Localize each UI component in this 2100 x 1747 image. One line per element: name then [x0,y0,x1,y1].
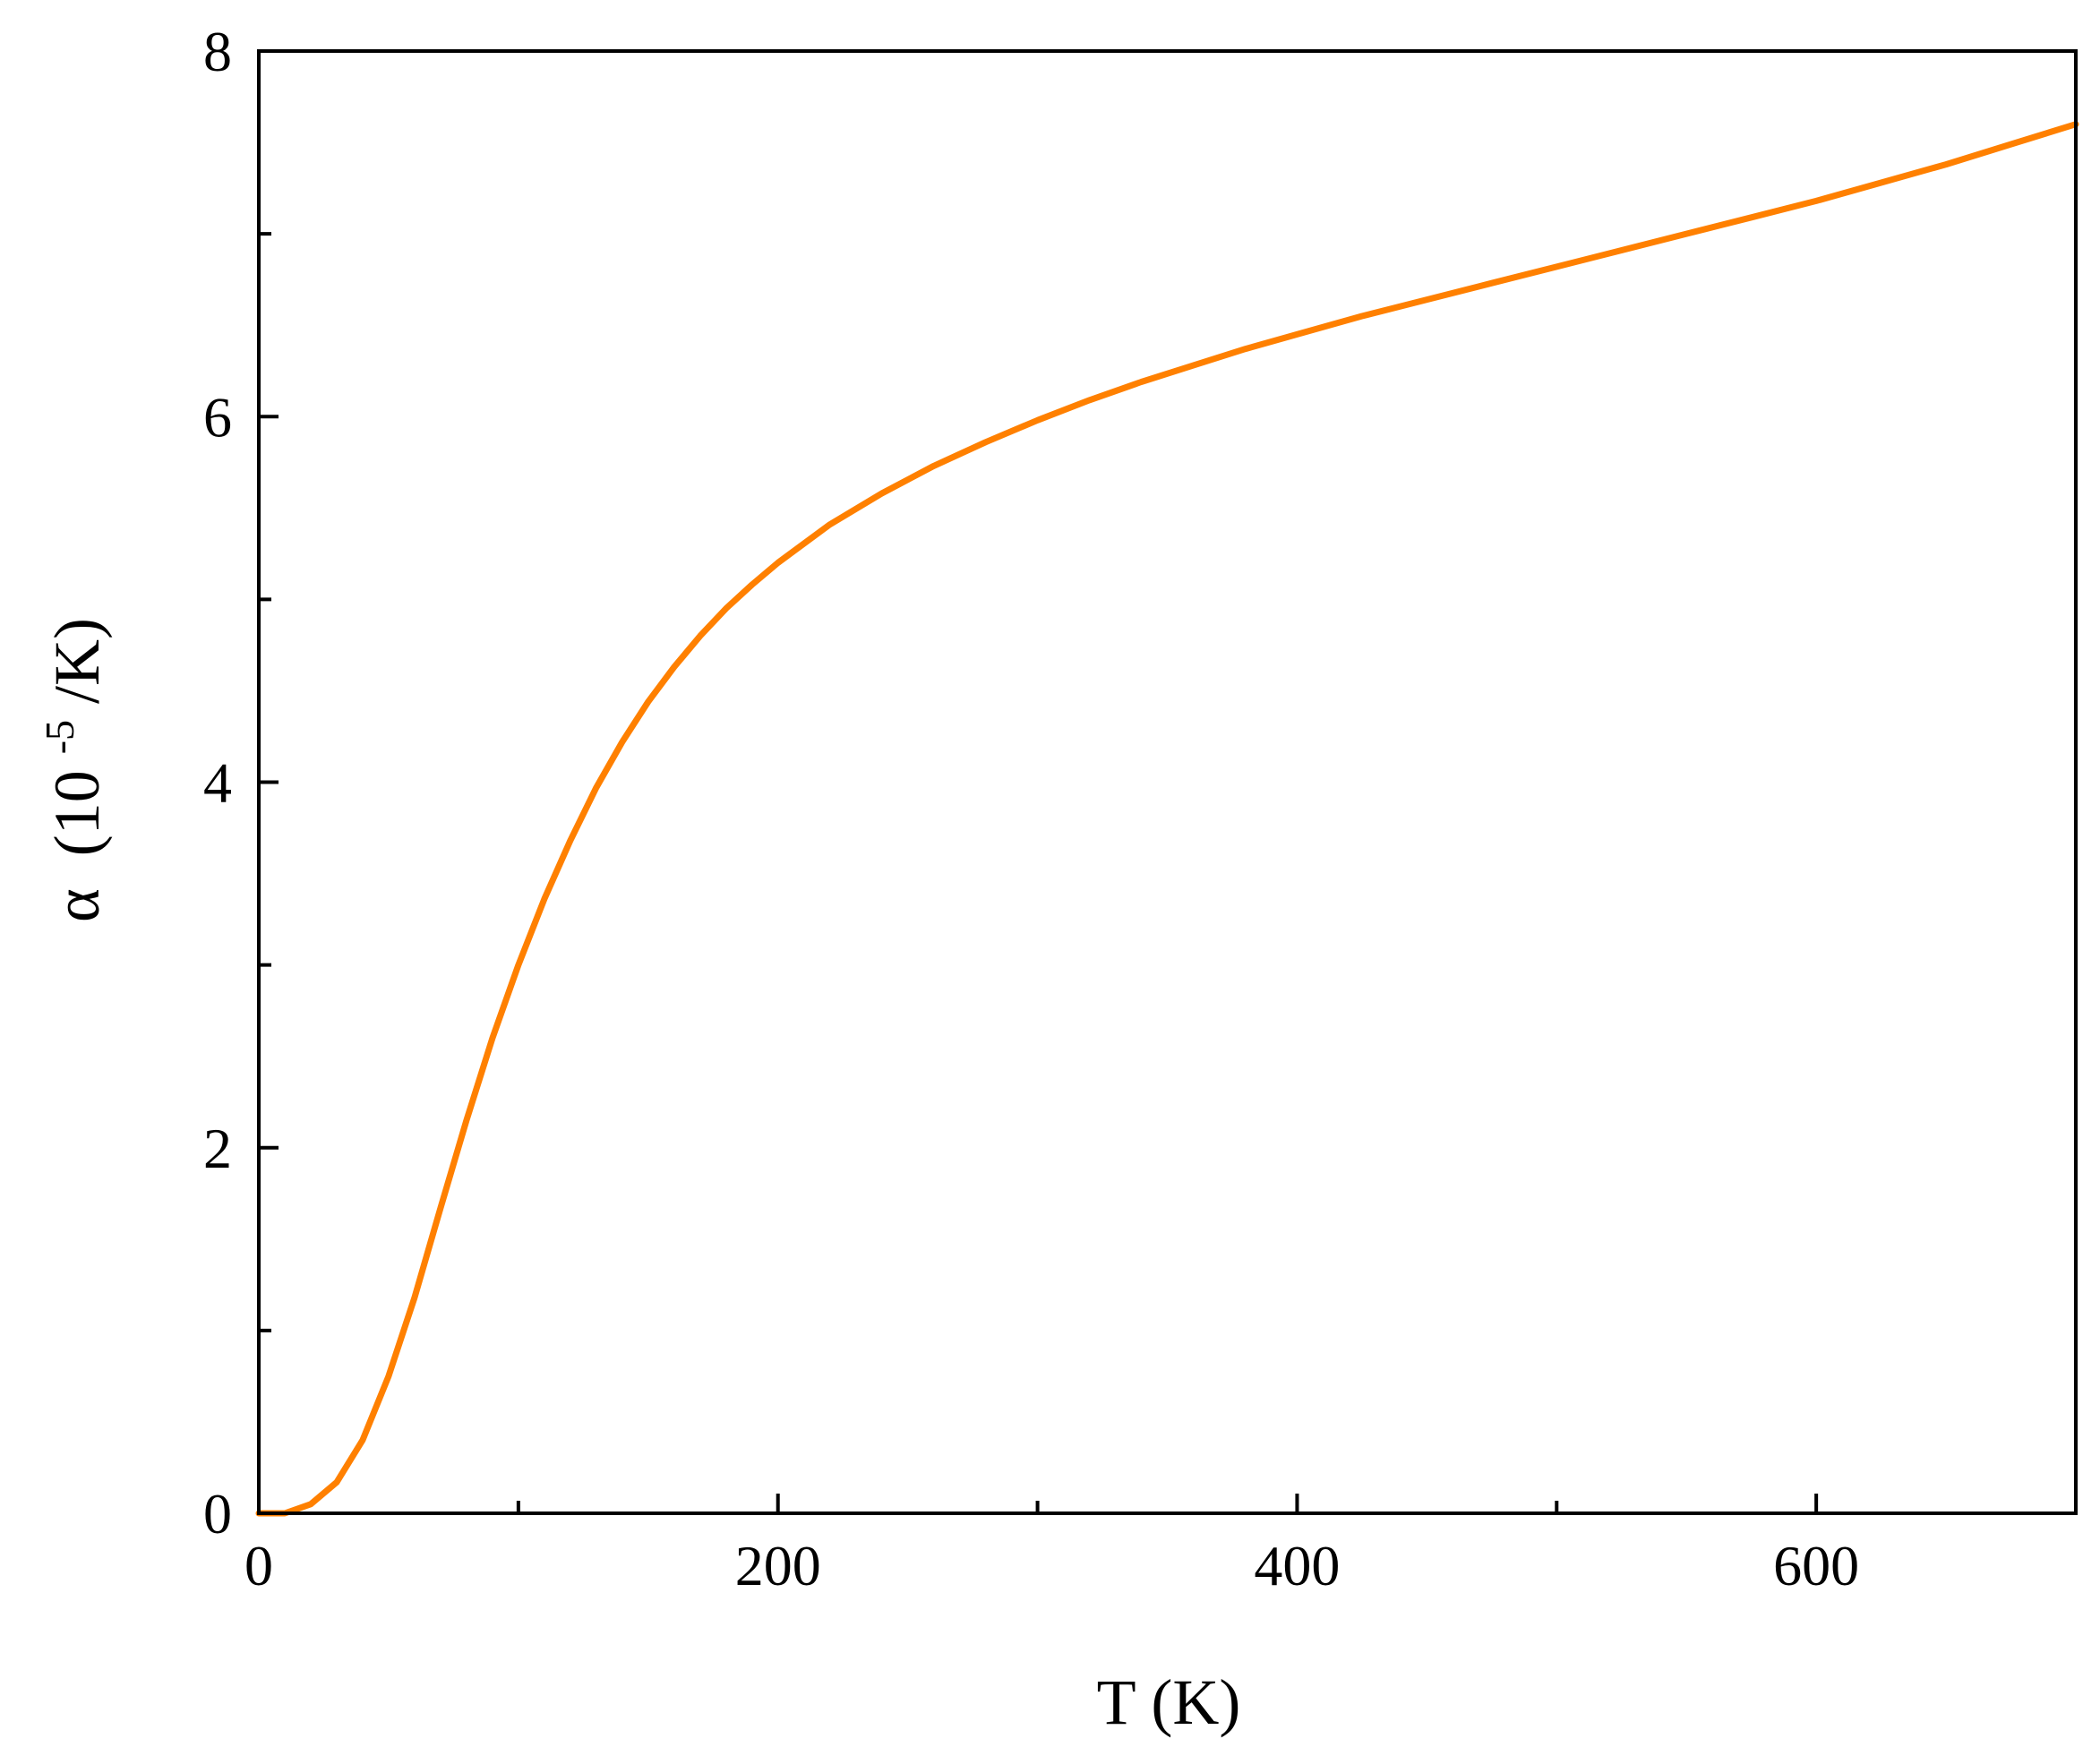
y-axis-symbol: α [41,888,113,922]
y-tick-label: 6 [203,385,232,449]
plot-frame [257,49,2078,1515]
x-tick-label: 600 [1773,1534,1859,1597]
y-tick-label: 2 [203,1117,232,1180]
x-tick-label: 0 [244,1534,273,1597]
series-group [255,121,2079,1517]
axis-ticks [257,49,1819,1515]
series-line [255,121,2079,1517]
tick-labels: 0 200 400 600 0 2 4 6 8 [203,20,1859,1597]
x-tick-label: 200 [735,1534,821,1597]
y-tick-label: 8 [203,20,232,83]
y-tick-label: 4 [203,751,232,815]
y-axis-unit-open: (10 [41,770,113,856]
y-axis-unit-close: /K) [41,618,113,704]
y-axis-title: α (10 -5 /K) [16,618,113,922]
y-axis-unit-exponent: -5 [37,720,82,754]
y-tick-label: 0 [203,1482,232,1546]
x-axis-title: T (K) [1097,1666,1241,1738]
x-tick-label: 400 [1254,1534,1340,1597]
